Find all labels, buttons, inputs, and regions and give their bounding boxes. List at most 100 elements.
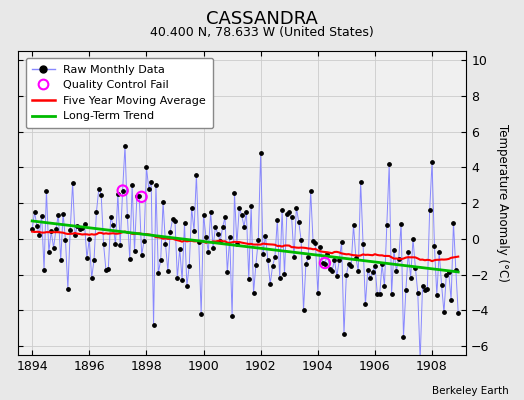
Point — [97, 192, 105, 198]
Point — [40, 266, 48, 273]
Point — [45, 249, 53, 255]
Point — [123, 213, 132, 219]
Point — [321, 260, 329, 266]
Point — [276, 275, 284, 282]
Point — [345, 260, 353, 267]
Point — [297, 237, 305, 244]
Point — [75, 226, 84, 232]
Point — [392, 268, 400, 274]
Point — [454, 310, 462, 317]
Point — [356, 178, 365, 185]
Point — [249, 290, 258, 296]
Point — [219, 224, 227, 231]
Point — [373, 291, 381, 297]
Point — [383, 222, 391, 229]
Point — [254, 237, 263, 244]
Point — [176, 246, 184, 252]
Point — [69, 180, 77, 186]
Point — [192, 172, 201, 178]
Point — [442, 272, 451, 278]
Point — [133, 193, 141, 199]
Point — [142, 164, 150, 170]
Point — [194, 239, 203, 245]
Point — [278, 207, 286, 214]
Point — [130, 248, 139, 254]
Text: CASSANDRA: CASSANDRA — [206, 10, 318, 28]
Point — [387, 291, 396, 297]
Point — [399, 334, 408, 340]
Point — [202, 233, 210, 240]
Point — [395, 255, 403, 262]
Point — [152, 182, 160, 188]
Point — [137, 194, 146, 200]
Point — [264, 257, 272, 263]
Point — [364, 266, 372, 273]
Point — [259, 250, 267, 257]
Point — [211, 224, 220, 230]
Point — [221, 214, 229, 220]
Point — [32, 222, 41, 229]
Point — [104, 266, 113, 272]
Point — [307, 188, 315, 194]
Point — [233, 241, 241, 247]
Text: 40.400 N, 78.633 W (United States): 40.400 N, 78.633 W (United States) — [150, 26, 374, 39]
Point — [271, 254, 279, 260]
Point — [225, 234, 234, 240]
Point — [416, 357, 424, 364]
Point — [71, 232, 79, 238]
Point — [111, 241, 119, 247]
Point — [435, 249, 443, 255]
Point — [154, 270, 162, 276]
Point — [197, 311, 205, 317]
Point — [206, 209, 215, 215]
Y-axis label: Temperature Anomaly (°C): Temperature Anomaly (°C) — [496, 124, 509, 282]
Point — [247, 202, 255, 209]
Point — [57, 257, 65, 264]
Point — [423, 286, 431, 293]
Point — [438, 282, 446, 288]
Point — [42, 187, 51, 194]
Point — [313, 289, 322, 296]
Point — [447, 297, 455, 304]
Point — [376, 291, 384, 297]
Point — [378, 261, 386, 268]
Point — [337, 239, 346, 246]
Point — [268, 263, 277, 270]
Point — [59, 210, 67, 217]
Point — [114, 191, 122, 197]
Point — [90, 256, 98, 263]
Point — [328, 268, 336, 274]
Point — [266, 281, 275, 287]
Point — [126, 256, 134, 263]
Point — [235, 205, 244, 212]
Point — [173, 275, 181, 281]
Point — [290, 254, 298, 260]
Point — [280, 271, 289, 278]
Point — [161, 240, 170, 247]
Point — [199, 212, 208, 218]
Point — [180, 220, 189, 227]
Point — [323, 251, 332, 257]
Point — [223, 269, 232, 275]
Point — [252, 262, 260, 268]
Point — [292, 204, 301, 211]
Point — [78, 225, 86, 231]
Point — [311, 240, 320, 246]
Point — [209, 244, 217, 251]
Point — [359, 240, 367, 247]
Point — [350, 222, 358, 228]
Point — [237, 212, 246, 218]
Point — [409, 236, 417, 242]
Point — [342, 272, 351, 278]
Point — [245, 276, 253, 283]
Point — [428, 159, 436, 165]
Point — [159, 199, 167, 205]
Point — [106, 214, 115, 220]
Point — [214, 231, 222, 237]
Point — [121, 143, 129, 149]
Point — [354, 268, 363, 274]
Point — [52, 226, 60, 232]
Point — [325, 266, 334, 272]
Point — [261, 232, 270, 239]
Point — [413, 289, 422, 296]
